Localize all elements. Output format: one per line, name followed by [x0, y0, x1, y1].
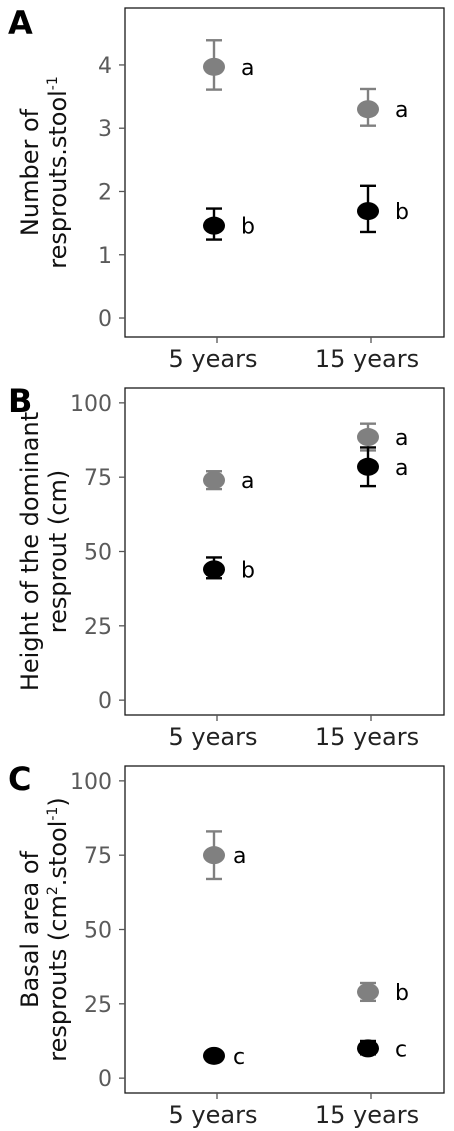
y-axis-title-sup: 2 [45, 886, 61, 895]
significance-label: b [241, 558, 255, 583]
x-tick-label: 15 years [315, 1101, 419, 1129]
significance-label: b [241, 215, 255, 240]
y-axis-title-text: resprout (cm) [44, 470, 72, 633]
panel-letter: A [8, 4, 33, 42]
x-tick-label: 5 years [169, 1101, 258, 1129]
y-axis-title-line1: Basal area of [16, 850, 44, 1008]
data-point [203, 57, 225, 76]
significance-label: a [241, 56, 254, 81]
x-tick-label: 15 years [315, 723, 419, 751]
y-axis-title-line1: Height of the dominant [16, 412, 44, 691]
data-point [203, 471, 225, 490]
panel-c: C 0 25 50 75 100 5 years 15 years Basal area of r… [8, 760, 445, 1129]
data-point [357, 428, 379, 447]
y-tick-label: 3 [98, 117, 112, 142]
x-tick-label: 15 years [315, 345, 419, 373]
y-axis-title-sup: -1 [45, 76, 61, 90]
y-tick-label: 4 [98, 54, 112, 79]
panel-letter: C [8, 760, 31, 798]
significance-label: b [395, 200, 409, 225]
significance-label: b [395, 981, 409, 1006]
x-tick-label: 5 years [169, 723, 258, 751]
y-tick-label: 75 [84, 844, 112, 869]
y-tick-label: 2 [98, 180, 112, 205]
y-axis-title-text: ) [44, 797, 72, 806]
data-point [357, 982, 379, 1001]
y-axis-title-line2: resprout (cm) [44, 470, 72, 633]
y-axis-title-line1: Number of [16, 108, 44, 236]
y-tick-label: 25 [84, 993, 112, 1018]
data-point [203, 1046, 225, 1065]
y-axis-title-text: resprouts (cm [44, 895, 72, 1062]
significance-label: a [395, 426, 408, 451]
significance-label: a [241, 469, 254, 494]
y-axis-title-line2: resprouts (cm2.stool-1) [44, 797, 72, 1061]
y-tick-label: 50 [84, 919, 112, 944]
y-axis-title-sup: -1 [45, 807, 61, 821]
y-tick-label: 25 [84, 615, 112, 640]
x-tick-label: 5 years [169, 345, 258, 373]
y-tick-label: 100 [70, 770, 112, 795]
data-point [357, 202, 379, 221]
panel-b: B 0 25 50 75 100 5 years 15 years Height of the … [8, 382, 445, 751]
y-tick-label: 0 [98, 689, 112, 714]
significance-label: a [395, 456, 408, 481]
significance-label: c [395, 1037, 407, 1062]
y-tick-label: 1 [98, 244, 112, 269]
y-axis-title-line2: resprouts.stool-1 [44, 76, 72, 269]
panel-a: A 0 1 2 3 4 5 years 15 years Number of resprouts.… [8, 4, 445, 373]
data-point [203, 216, 225, 235]
data-point [357, 457, 379, 476]
y-tick-label: 0 [98, 307, 112, 332]
data-point [357, 100, 379, 119]
panel-letter: B [8, 382, 32, 420]
y-axis-title-text: .stool [44, 821, 72, 887]
data-point [203, 846, 225, 865]
data-point [357, 1039, 379, 1058]
plot-frame [124, 7, 445, 338]
y-tick-label: 75 [84, 466, 112, 491]
significance-label: c [233, 1045, 245, 1070]
y-axis-title-text: resprouts.stool [44, 90, 72, 269]
significance-label: a [233, 844, 246, 869]
y-tick-label: 50 [84, 541, 112, 566]
y-tick-label: 0 [98, 1067, 112, 1092]
y-tick-label: 100 [70, 392, 112, 417]
significance-label: a [395, 98, 408, 123]
data-point [203, 560, 225, 579]
